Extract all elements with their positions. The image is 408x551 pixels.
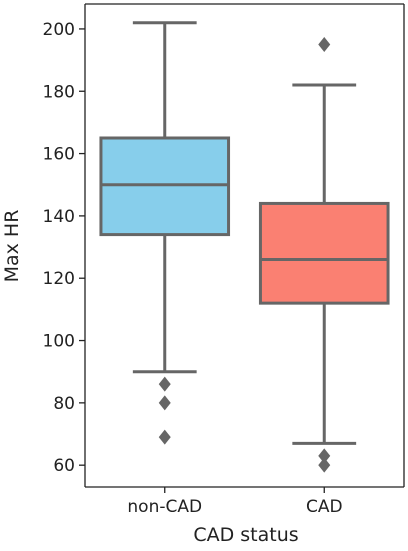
- box-group-non-cad: [99, 21, 231, 445]
- x-tick-label: CAD: [306, 497, 343, 517]
- x-tick-label: non-CAD: [127, 497, 202, 517]
- x-axis-title: CAD status: [193, 524, 298, 546]
- outlier-point: [318, 457, 331, 473]
- axes: 60 80 100 120 140 160 180 200 non-CAD CAD: [43, 3, 405, 517]
- y-tick-label: 200: [43, 20, 75, 40]
- outlier-point: [158, 395, 171, 411]
- y-tick-label: 60: [53, 456, 75, 476]
- outlier-point: [158, 429, 171, 445]
- y-tick-label: 160: [43, 145, 75, 165]
- outlier-point: [158, 376, 171, 392]
- y-axis-title: Max HR: [1, 210, 23, 283]
- y-tick-label: 140: [43, 207, 75, 227]
- outlier-point: [318, 448, 331, 464]
- box-group-cad: [258, 37, 390, 473]
- y-tick-label: 120: [43, 269, 75, 289]
- outlier-point: [318, 37, 331, 53]
- y-tick-label: 180: [43, 82, 75, 102]
- plot-area: [99, 21, 390, 473]
- iqr-box: [258, 201, 390, 305]
- iqr-box: [99, 136, 231, 237]
- y-tick-label: 100: [43, 332, 75, 352]
- y-tick-label: 80: [53, 394, 75, 414]
